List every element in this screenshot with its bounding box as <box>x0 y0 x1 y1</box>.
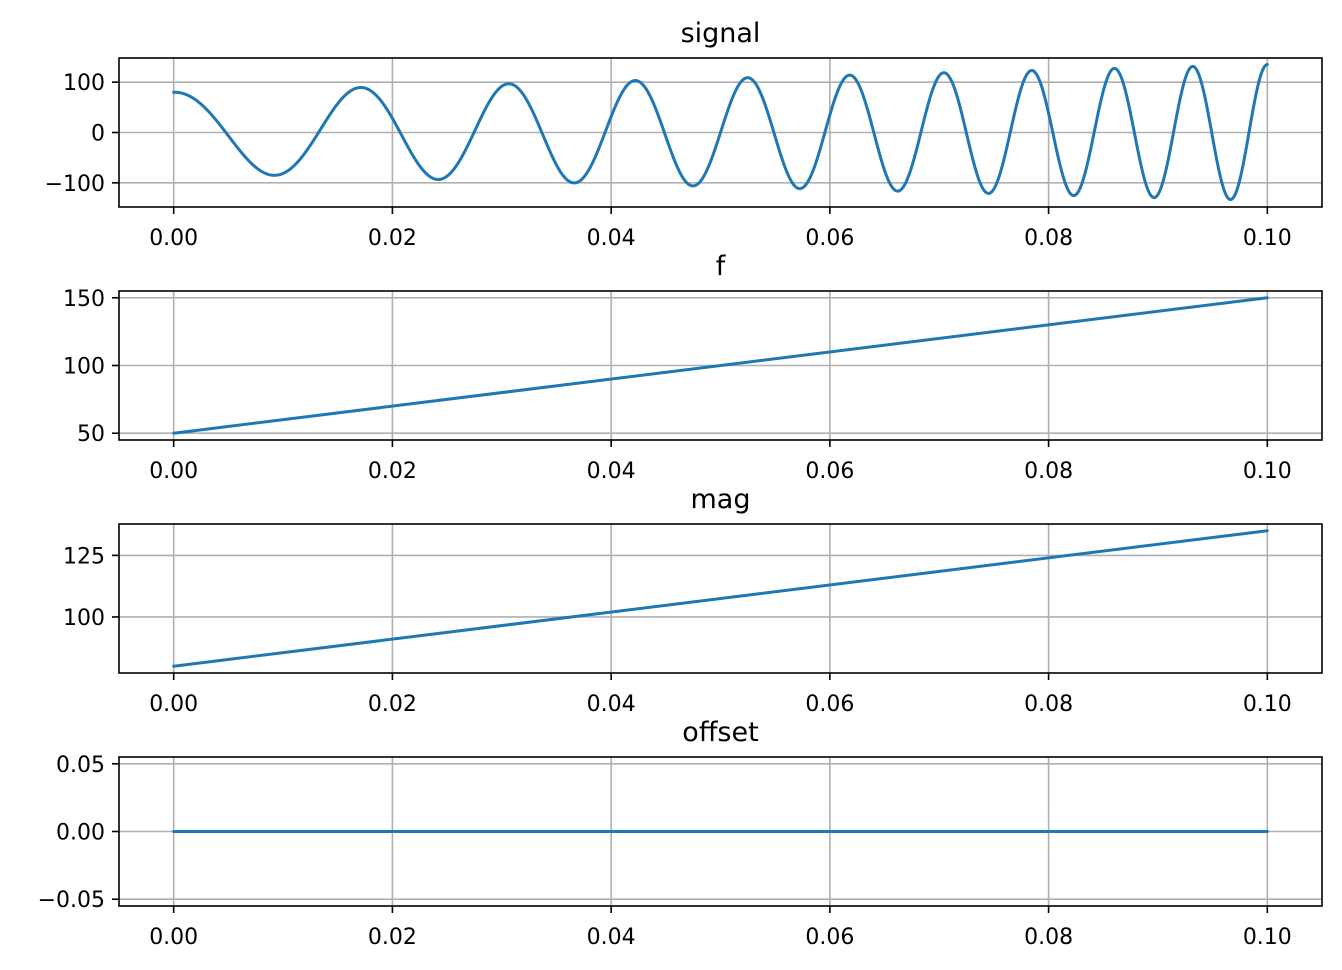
x-tick-label: 0.04 <box>587 459 636 484</box>
x-tick-label: 0.08 <box>1024 692 1073 717</box>
x-tick-label: 0.06 <box>805 925 854 950</box>
x-tick-label: 0.10 <box>1243 692 1292 717</box>
x-tick-label: 0.02 <box>368 459 417 484</box>
subplot-title: offset <box>682 717 758 748</box>
axes-frame <box>118 523 1323 674</box>
x-tick-label: 0.06 <box>805 459 854 484</box>
y-tick-label: 150 <box>63 287 105 312</box>
subplot-signal: 0.00 0.02 0.04 0.06 0.08 0.10 −100 0 100 signal <box>45 18 1323 251</box>
y-tick-label: 100 <box>63 71 105 96</box>
x-tick-label: 0.02 <box>368 226 417 251</box>
x-tick-label: 0.04 <box>587 692 636 717</box>
x-tick-label: 0.00 <box>149 692 198 717</box>
y-tick-label: 0.00 <box>56 821 105 846</box>
x-tick-label: 0.08 <box>1024 459 1073 484</box>
x-tick-label: 0.08 <box>1024 925 1073 950</box>
y-tick-label: −100 <box>45 172 105 197</box>
x-tick-label: 0.00 <box>149 925 198 950</box>
subplot-title: signal <box>681 18 761 49</box>
y-tick-label: 125 <box>63 544 105 569</box>
y-tick-label: 0 <box>91 122 105 147</box>
series-line-signal <box>172 63 1269 202</box>
x-tick-label: 0.02 <box>368 692 417 717</box>
subplot-f: 0.00 0.02 0.04 0.06 0.08 0.10 50 100 150 f <box>63 251 1323 484</box>
x-tick-label: 0.10 <box>1243 226 1292 251</box>
x-tick-label: 0.02 <box>368 925 417 950</box>
subplot-title: mag <box>691 484 751 515</box>
x-tick-label: 0.10 <box>1243 459 1292 484</box>
series-line-f <box>172 296 1269 435</box>
subplot-offset: 0.00 0.02 0.04 0.06 0.08 0.10 −0.05 0.00 0.05 off… <box>38 717 1323 950</box>
x-tick-label: 0.10 <box>1243 925 1292 950</box>
x-tick-label: 0.04 <box>587 925 636 950</box>
y-tick-label: 0.05 <box>56 753 105 778</box>
series-line-mag <box>172 529 1269 668</box>
subplot-title: f <box>716 251 727 282</box>
subplot-mag: 0.00 0.02 0.04 0.06 0.08 0.10 100 125 mag <box>63 484 1323 717</box>
y-tick-label: −0.05 <box>38 888 105 913</box>
x-tick-label: 0.08 <box>1024 226 1073 251</box>
x-tick-label: 0.00 <box>149 459 198 484</box>
y-tick-label: 100 <box>63 355 105 380</box>
x-tick-label: 0.00 <box>149 226 198 251</box>
y-tick-label: 50 <box>77 422 105 447</box>
x-tick-label: 0.04 <box>587 226 636 251</box>
x-tick-label: 0.06 <box>805 692 854 717</box>
y-tick-label: 100 <box>63 606 105 631</box>
x-tick-label: 0.06 <box>805 226 854 251</box>
